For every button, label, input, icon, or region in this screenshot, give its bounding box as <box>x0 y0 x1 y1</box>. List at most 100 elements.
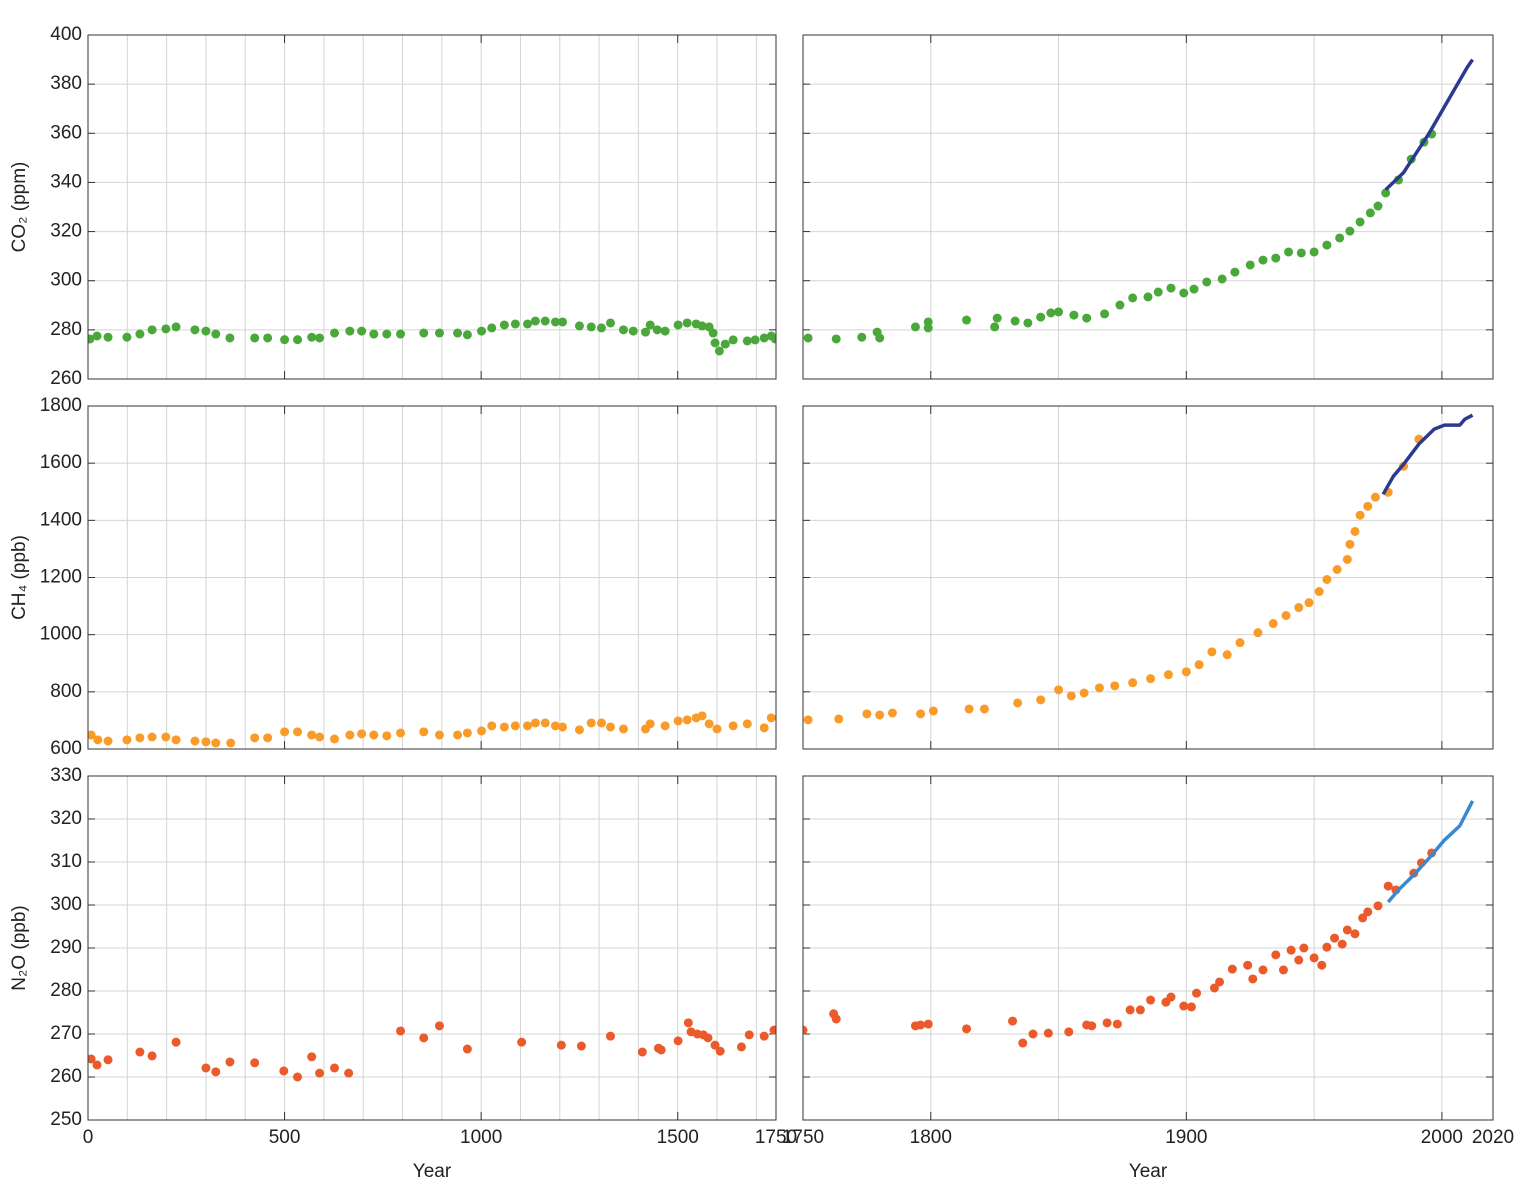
data-point <box>728 721 738 731</box>
data-point <box>382 731 392 741</box>
data-point <box>770 334 776 344</box>
data-point <box>708 328 718 338</box>
data-point <box>1309 953 1319 963</box>
y-tick-label: 1600 <box>40 452 82 473</box>
data-point <box>628 326 638 336</box>
data-point <box>510 319 520 329</box>
data-point <box>710 338 720 348</box>
data-point <box>605 1031 615 1041</box>
data-point <box>1330 933 1340 943</box>
data-point <box>279 1066 289 1076</box>
data-point <box>558 317 568 327</box>
data-point <box>1179 288 1189 298</box>
y-tick-label: 270 <box>50 1023 82 1044</box>
data-point <box>1128 678 1138 688</box>
data-point <box>712 724 722 734</box>
data-point <box>1008 1016 1018 1026</box>
data-point <box>434 1021 444 1031</box>
data-point <box>330 734 340 744</box>
data-point <box>345 730 355 740</box>
plot-area <box>803 58 1474 344</box>
data-point <box>586 718 596 728</box>
data-point <box>618 724 628 734</box>
data-point <box>645 320 655 330</box>
data-point <box>453 730 463 740</box>
data-point <box>92 331 102 341</box>
data-point <box>618 325 628 335</box>
data-point <box>928 706 938 716</box>
data-point <box>1227 964 1237 974</box>
data-point <box>1010 316 1020 326</box>
data-point <box>1304 598 1314 608</box>
data-point <box>1215 977 1225 987</box>
data-point <box>357 326 367 336</box>
data-point <box>201 326 211 336</box>
data-point <box>703 1033 713 1043</box>
data-point <box>1363 501 1373 511</box>
panel-frame <box>802 775 1494 1121</box>
panel: 250 260 270 280 290 300 310 320 330 0 500 1000 1500 1… <box>9 765 797 1182</box>
data-point <box>147 325 157 335</box>
x-tick-label: 1500 <box>657 1127 699 1148</box>
data-point <box>605 722 615 732</box>
data-point <box>834 714 844 724</box>
data-point <box>586 322 596 332</box>
data-point <box>250 1058 260 1068</box>
data-point <box>1209 983 1219 993</box>
y-axis-label: N₂O (ppb) <box>9 905 30 991</box>
data-point <box>742 719 752 729</box>
data-point <box>330 1063 340 1073</box>
y-tick-label: 320 <box>50 221 82 242</box>
data-point <box>344 1068 354 1078</box>
data-point <box>382 329 392 339</box>
panel: 1750 1800 1900 2000 2020 Year <box>782 775 1514 1182</box>
data-point <box>1294 955 1304 965</box>
data-point <box>766 713 776 723</box>
data-point <box>315 732 325 742</box>
data-point <box>857 332 867 342</box>
data-point <box>523 721 533 731</box>
data-point <box>211 329 221 339</box>
y-tick-label: 280 <box>50 980 82 1001</box>
x-tick-label: 2000 <box>1421 1127 1463 1148</box>
panel-frame <box>87 34 777 380</box>
data-point <box>979 704 989 714</box>
data-point <box>499 320 509 330</box>
y-tick-label: 360 <box>50 122 82 143</box>
y-axis-label: CO₂ (ppm) <box>9 162 30 253</box>
data-point <box>1153 287 1163 297</box>
data-point <box>1335 233 1345 243</box>
data-point <box>803 715 813 725</box>
data-point <box>1268 619 1278 629</box>
data-point <box>720 339 730 349</box>
data-point <box>923 1019 933 1029</box>
data-point <box>862 709 872 719</box>
data-point <box>682 715 692 725</box>
data-point <box>1179 1001 1189 1011</box>
data-point <box>477 726 487 736</box>
data-point <box>510 721 520 731</box>
data-point <box>201 737 211 747</box>
series-line <box>1384 58 1474 192</box>
data-point <box>1202 277 1212 287</box>
data-point <box>803 333 813 343</box>
panel: 600 800 1000 1200 1400 1600 1800 CH₄ (ppb) <box>9 395 777 759</box>
panel: 260 280 300 320 340 360 380 400 CO₂ (ppm) <box>9 24 777 389</box>
data-point <box>1322 942 1332 952</box>
y-tick-label: 800 <box>50 681 82 702</box>
data-point <box>1332 564 1342 574</box>
data-point <box>682 318 692 328</box>
plot-area <box>88 1018 776 1082</box>
data-point <box>263 333 273 343</box>
data-point <box>1018 1038 1028 1048</box>
data-point <box>1066 691 1076 701</box>
y-tick-label: 400 <box>50 24 82 45</box>
data-point <box>540 718 550 728</box>
data-point <box>1337 939 1347 949</box>
data-point <box>280 335 290 345</box>
data-point <box>673 716 683 726</box>
x-tick-label: 1750 <box>782 1127 824 1148</box>
data-point <box>1230 267 1240 277</box>
data-point <box>1314 587 1324 597</box>
